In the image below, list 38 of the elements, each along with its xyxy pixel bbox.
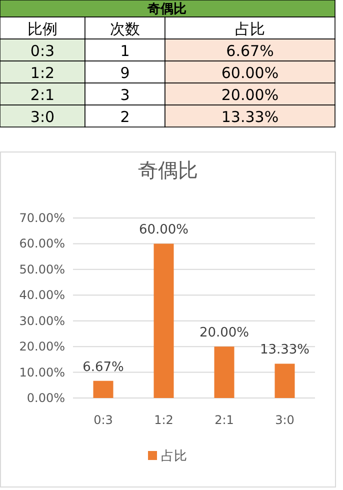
text: 奇偶比	[146, 2, 186, 17]
x-tick-label: 0:3	[94, 413, 113, 427]
bar	[93, 380, 114, 398]
category-label: 比例	[28, 20, 58, 38]
text: 2:1	[30, 86, 55, 104]
data-label: 6.67%	[82, 360, 124, 375]
y-tick-label: 70.00%	[19, 211, 65, 225]
data-label: 13.33%	[260, 342, 310, 358]
category-label: 占比	[235, 20, 265, 38]
text: 2	[120, 108, 130, 126]
text: 1	[120, 42, 130, 60]
x-tick-label: 3:0	[275, 413, 294, 427]
y-tick-label: 30.00%	[19, 314, 65, 328]
text: 1:2	[30, 64, 55, 82]
y-tick-label: 10.00%	[19, 365, 65, 380]
text: 9	[120, 64, 130, 82]
y-tick-label: 20.00%	[19, 340, 65, 354]
text: 3:0	[30, 108, 55, 126]
text: 13.33%	[221, 108, 279, 126]
bar	[154, 244, 174, 398]
text: 20.00%	[221, 86, 279, 104]
bar	[214, 346, 234, 398]
y-tick-label: 0.00%	[26, 391, 65, 405]
y-tick-label: 60.00%	[19, 236, 65, 251]
data-label: 20.00%	[199, 326, 250, 341]
chart-title: 奇偶比	[138, 158, 198, 182]
x-tick-label: 2:1	[214, 413, 234, 427]
text: 0:3	[30, 42, 55, 60]
category-label: 次数	[110, 20, 140, 38]
x-tick-label: 1:2	[154, 413, 174, 427]
data-label: 60.00%	[138, 222, 189, 238]
y-tick-label: 50.00%	[19, 262, 65, 276]
y-tick-label: 40.00%	[19, 288, 65, 302]
text: 6.67%	[226, 42, 274, 60]
bar	[274, 364, 295, 398]
text: 60.00%	[221, 64, 279, 82]
legend-label: 占比	[161, 449, 187, 464]
text: 3	[120, 86, 130, 104]
